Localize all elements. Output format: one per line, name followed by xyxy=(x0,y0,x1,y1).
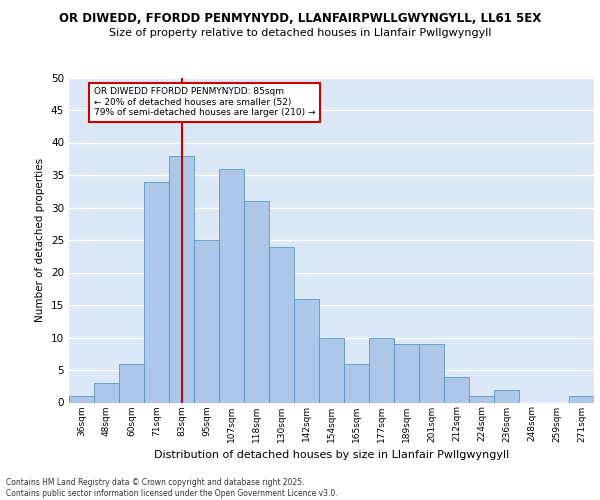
X-axis label: Distribution of detached houses by size in Llanfair Pwllgwyngyll: Distribution of detached houses by size … xyxy=(154,450,509,460)
Bar xyxy=(269,246,294,402)
Bar xyxy=(344,364,369,403)
Text: OR DIWEDD, FFORDD PENMYNYDD, LLANFAIRPWLLGWYNGYLL, LL61 5EX: OR DIWEDD, FFORDD PENMYNYDD, LLANFAIRPWL… xyxy=(59,12,541,26)
Bar xyxy=(444,376,469,402)
Bar xyxy=(569,396,594,402)
Bar xyxy=(194,240,219,402)
Bar xyxy=(294,298,319,403)
Bar xyxy=(169,156,194,402)
Bar xyxy=(69,396,94,402)
Bar xyxy=(469,396,494,402)
Bar xyxy=(144,182,169,402)
Text: Contains HM Land Registry data © Crown copyright and database right 2025.
Contai: Contains HM Land Registry data © Crown c… xyxy=(6,478,338,498)
Text: OR DIWEDD FFORDD PENMYNYDD: 85sqm
← 20% of detached houses are smaller (52)
79% : OR DIWEDD FFORDD PENMYNYDD: 85sqm ← 20% … xyxy=(94,87,316,117)
Bar xyxy=(119,364,144,403)
Bar xyxy=(394,344,419,403)
Y-axis label: Number of detached properties: Number of detached properties xyxy=(35,158,46,322)
Bar xyxy=(419,344,444,403)
Bar xyxy=(319,338,344,402)
Bar xyxy=(369,338,394,402)
Bar xyxy=(494,390,519,402)
Bar xyxy=(94,383,119,402)
Text: Size of property relative to detached houses in Llanfair Pwllgwyngyll: Size of property relative to detached ho… xyxy=(109,28,491,38)
Bar xyxy=(219,168,244,402)
Bar xyxy=(244,201,269,402)
